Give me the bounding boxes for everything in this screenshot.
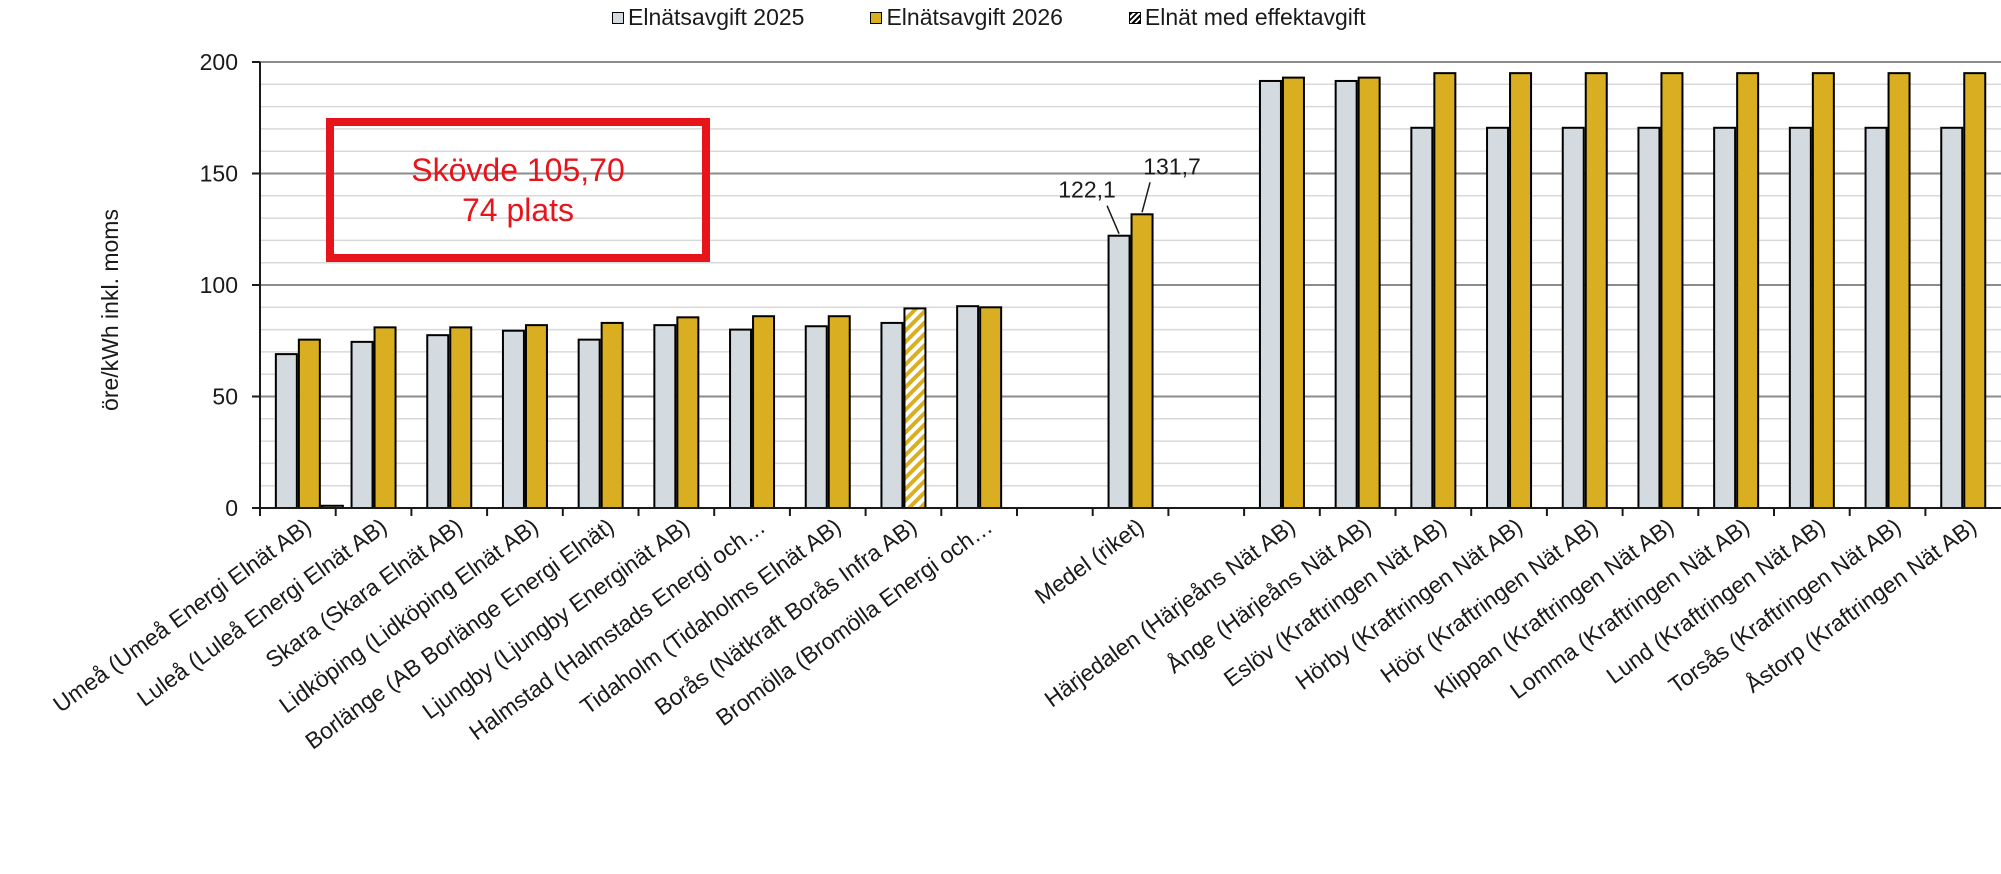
skovde-callout-box: Skövde 105,70 74 plats [326,118,710,262]
bar-2025 [804,325,828,509]
legend-item-effektavgift: Elnät med effektavgift [1128,4,1366,31]
bar-2025 [1258,79,1282,510]
bar-2026 [1584,72,1608,510]
y-tick-label: 100 [200,272,238,298]
bar-2025 [1637,126,1661,509]
legend-item-2025: Elnätsavgift 2025 [612,4,804,31]
bar-2026 [1509,72,1533,510]
bar-2026 [373,326,397,509]
bar-2025 [350,340,374,509]
legend: Elnätsavgift 2025 Elnätsavgift 2026 Elnä… [612,4,1366,31]
bar-2026 [1887,72,1911,510]
bar-2025 [577,338,601,510]
callout-line-1: Skövde 105,70 [411,152,625,188]
x-tick-labels: Umeå (Umeå Energi Elnät AB)Luleå (Luleå … [48,512,1981,754]
legend-item-2026: Elnätsavgift 2026 [870,4,1063,31]
legend-swatch-2026 [870,11,883,24]
bar-2025 [1410,126,1434,509]
x-tick-label: Medel (riket) [1030,513,1149,609]
bar-2025 [956,305,980,509]
bar-2025 [729,328,753,509]
y-axis-label: öre/kWh inkl. moms [97,209,123,411]
axes [252,61,2001,516]
legend-swatch-2025 [612,11,624,24]
bar-2025 [1788,126,1812,509]
callout-line-2: 74 plats [461,192,575,228]
bar-2026 [1811,72,1835,510]
y-tick-label: 50 [212,384,238,410]
bar-2025 [426,334,450,509]
y-tick-label: 200 [200,49,238,75]
bar-2025 [1864,126,1888,509]
bar-2026 [1281,76,1305,510]
bar-2026 [1357,76,1381,510]
bar-2026 [1963,72,1987,510]
bar-effektavgift [903,307,927,510]
legend-label-effektavgift: Elnät med effektavgift [1144,4,1366,30]
bar-2026 [1736,72,1760,510]
bar-2026 [676,316,700,509]
bar-2026 [449,326,473,509]
y-tick-label: 150 [200,161,238,187]
data-label: 122,1 [1058,177,1116,203]
legend-swatch-effektavgift [1128,11,1141,24]
legend-label-2026: Elnätsavgift 2026 [886,4,1063,30]
bar-2025 [1561,126,1585,509]
bar-2025 [653,324,677,510]
data-label: 131,7 [1143,153,1201,179]
bar-2025 [274,353,298,509]
bar-2026 [1433,72,1457,510]
bar-2025 [501,329,525,509]
bar-2026 [1660,72,1684,510]
y-tick-label: 0 [225,495,238,521]
bar-2026 [979,306,1003,509]
bar-2025 [1940,126,1964,509]
bar-2025 [1713,126,1737,509]
bar-2025 [880,321,904,509]
bar-2026 [600,321,624,509]
bar-2026 [827,315,851,509]
bar-2025 [1486,126,1510,509]
annotations: 122,1 131,7 [1058,153,1201,235]
bar-2026 [524,324,548,510]
bar-2026 [297,338,321,510]
bar-2025 [1107,234,1131,509]
legend-label-2025: Elnätsavgift 2025 [628,4,805,30]
bar-2026 [752,315,776,509]
annotation-leader [1106,205,1120,235]
annotation-leader [1141,182,1151,213]
y-tick-labels: 0 50 100 150 200 [200,49,238,521]
bar-2026 [1130,213,1154,510]
bar-2025 [1334,79,1358,510]
